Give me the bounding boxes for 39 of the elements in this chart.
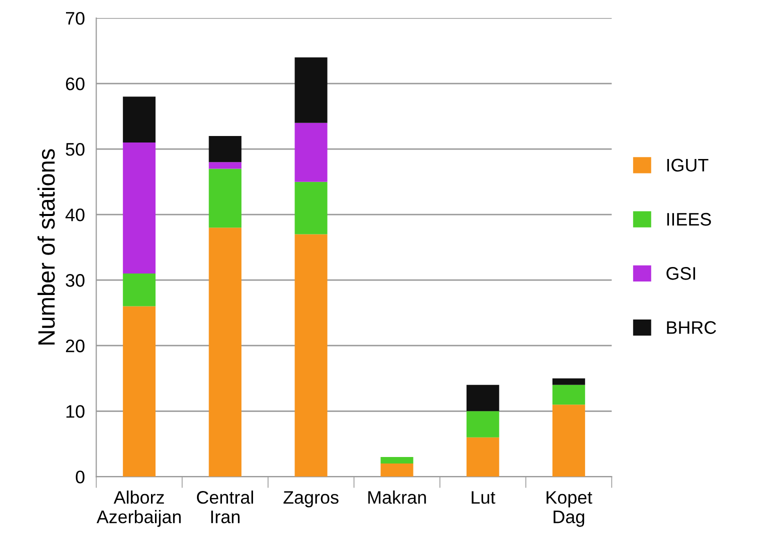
- y-tick-label: 60: [66, 77, 84, 90]
- legend-label: BHRC: [667, 321, 716, 334]
- y-tick-label: 30: [66, 274, 84, 287]
- x-tick-label: Zagros: [284, 491, 338, 508]
- bar: [294, 182, 328, 234]
- y-tick-label: 0: [76, 470, 84, 484]
- bar: [208, 228, 242, 477]
- y-tick-label: 10: [66, 405, 84, 418]
- bar: [552, 404, 586, 477]
- legend-label: IGUT: [667, 158, 708, 172]
- bar: [122, 274, 156, 306]
- bar: [122, 142, 156, 274]
- bar: [208, 136, 242, 162]
- bar: [466, 411, 500, 438]
- x-tick-label: Lut: [472, 491, 496, 504]
- y-tick-label: 50: [66, 142, 84, 156]
- legend-label: IIEES: [667, 212, 711, 226]
- x-tick-label: Alborz Azerbaijan: [96, 490, 181, 527]
- bar: [552, 384, 586, 405]
- bar: [380, 457, 414, 464]
- bar: [380, 464, 414, 477]
- x-tick-label: Central Iran: [196, 490, 254, 524]
- x-tick-label: Makran: [368, 490, 426, 504]
- bar: [466, 384, 500, 412]
- bar: [208, 162, 242, 169]
- bar: [122, 306, 156, 477]
- y-tick-label: 40: [65, 208, 84, 222]
- legend-label: GSI: [666, 267, 696, 280]
- y-axis-title: Number of stations: [38, 149, 55, 344]
- bar: [466, 437, 500, 477]
- y-tick-label: 20: [66, 340, 84, 352]
- bar: [294, 234, 328, 477]
- bar: [552, 378, 586, 385]
- y-tick-label: 70: [66, 12, 84, 25]
- bar: [122, 96, 156, 143]
- bar: [208, 168, 242, 228]
- bar: [294, 57, 328, 123]
- x-tick-label: Kopet Dag: [546, 491, 592, 527]
- bar: [294, 122, 328, 182]
